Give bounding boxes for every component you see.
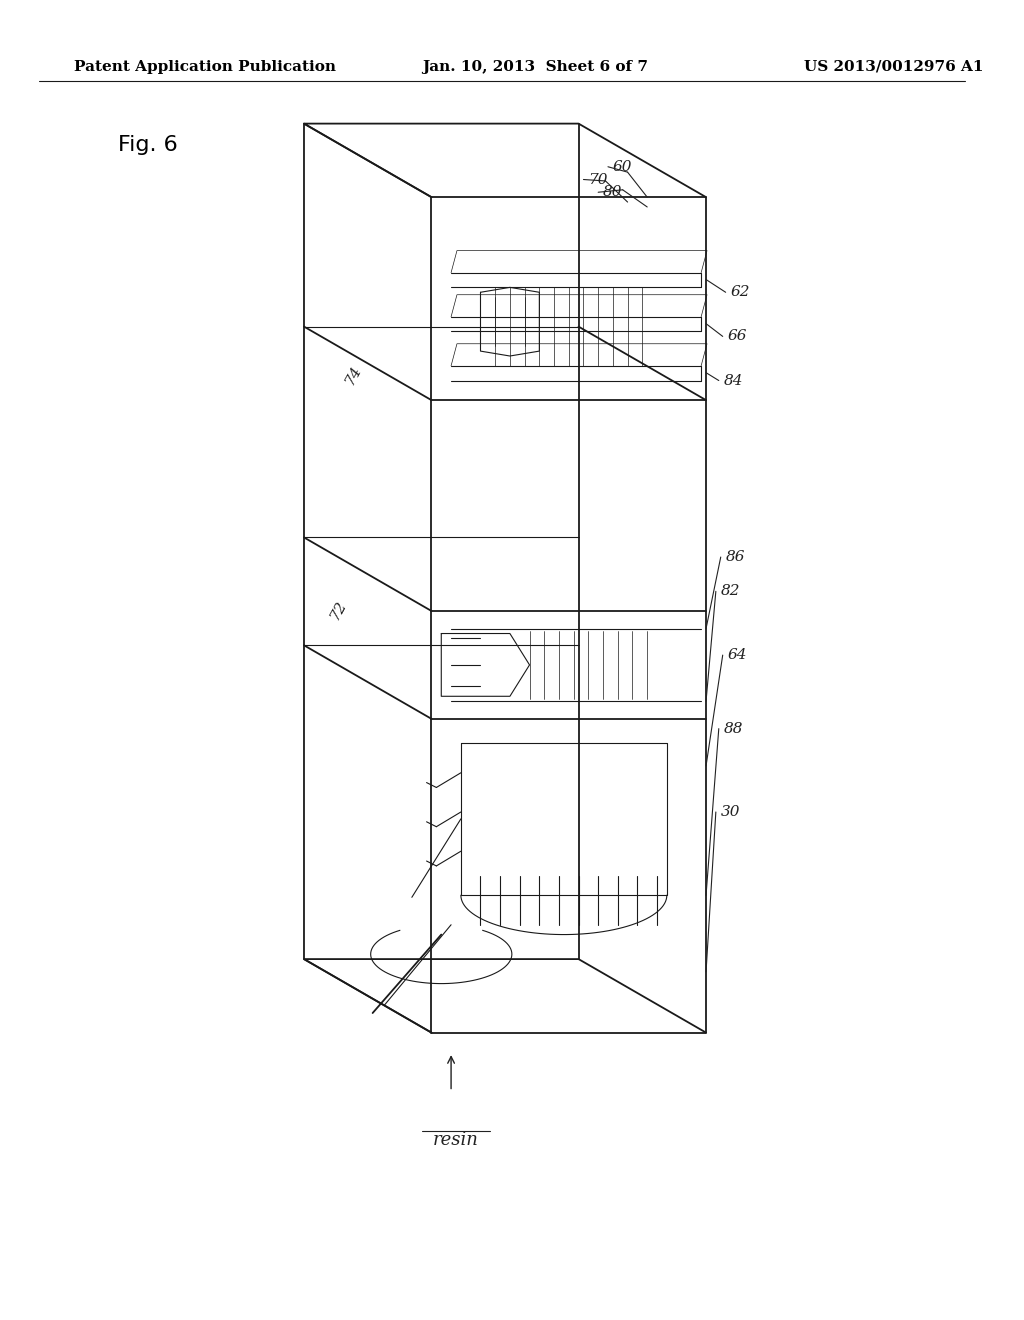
Text: 66: 66 [728, 330, 748, 343]
Text: US 2013/0012976 A1: US 2013/0012976 A1 [804, 59, 984, 74]
Text: 82: 82 [721, 585, 740, 598]
Text: 86: 86 [726, 550, 745, 564]
Text: 64: 64 [728, 648, 748, 663]
Text: 80: 80 [603, 185, 623, 199]
Text: 74: 74 [342, 364, 364, 388]
Text: 70: 70 [589, 173, 608, 186]
Text: 60: 60 [613, 160, 633, 174]
Text: 62: 62 [730, 285, 750, 300]
Text: Jan. 10, 2013  Sheet 6 of 7: Jan. 10, 2013 Sheet 6 of 7 [422, 59, 647, 74]
Text: Patent Application Publication: Patent Application Publication [74, 59, 336, 74]
Text: 72: 72 [328, 599, 349, 623]
Text: Fig. 6: Fig. 6 [118, 135, 177, 156]
Text: 30: 30 [721, 805, 740, 818]
Text: resin: resin [433, 1131, 479, 1150]
Text: 88: 88 [724, 722, 743, 735]
Text: 84: 84 [724, 374, 743, 388]
